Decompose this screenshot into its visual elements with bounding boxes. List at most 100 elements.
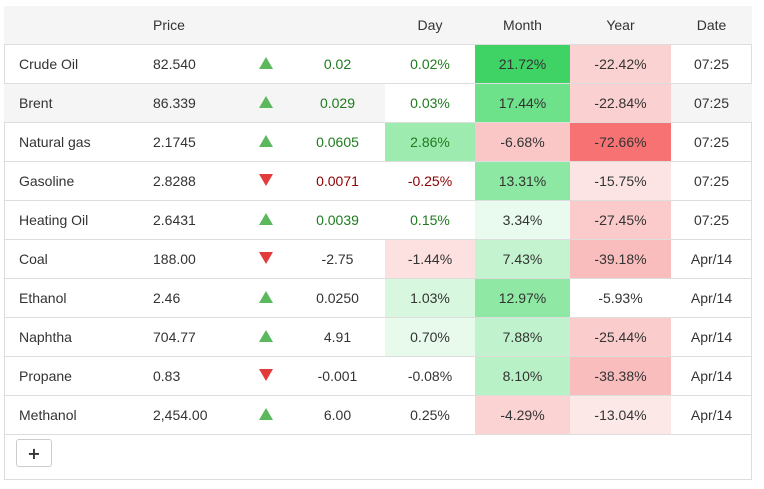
change-value: -0.001 — [290, 356, 385, 396]
table-row[interactable]: Methanol 2,454.00 6.00 0.25% -4.29% -13.04% Ap… — [4, 395, 752, 435]
month-change: 3.34% — [475, 200, 570, 240]
day-change: 1.03% — [385, 278, 475, 318]
day-change: 0.02% — [385, 44, 475, 84]
date-value: 07:25 — [671, 161, 752, 201]
table-row[interactable]: Coal 188.00 -2.75 -1.44% 7.43% -39.18% Apr/14 — [4, 239, 752, 279]
date-value: 07:25 — [671, 44, 752, 84]
price-value: 0.83 — [141, 356, 242, 396]
price-value: 2,454.00 — [141, 395, 242, 435]
commodities-table-panel: Price Day Month Year Date Crude Oil 82.54… — [4, 6, 752, 480]
commodity-name: Crude Oil — [4, 44, 141, 84]
year-change: -5.93% — [570, 278, 671, 318]
table-row[interactable]: Crude Oil 82.540 0.02 0.02% 21.72% -22.42% 07:… — [4, 44, 752, 84]
month-change: 13.31% — [475, 161, 570, 201]
arrow-up-icon — [259, 408, 273, 420]
year-change: -22.42% — [570, 44, 671, 84]
year-change: -72.66% — [570, 122, 671, 162]
commodity-name: Natural gas — [4, 122, 141, 162]
plus-icon: + — [27, 443, 41, 463]
arrow-down-icon — [259, 252, 273, 264]
commodity-name: Heating Oil — [4, 200, 141, 240]
price-value: 2.1745 — [141, 122, 242, 162]
arrow-down-icon — [242, 239, 290, 279]
price-value: 2.6431 — [141, 200, 242, 240]
table-header-row: Price Day Month Year Date — [4, 6, 752, 45]
month-change: 8.10% — [475, 356, 570, 396]
month-change: 7.43% — [475, 239, 570, 279]
year-change: -27.45% — [570, 200, 671, 240]
arrow-up-icon — [259, 213, 273, 225]
arrow-down-icon — [242, 161, 290, 201]
date-value: Apr/14 — [671, 395, 752, 435]
day-change: 2.86% — [385, 122, 475, 162]
change-value: 0.029 — [290, 83, 385, 123]
add-row-button[interactable]: + — [16, 439, 52, 467]
price-value: 82.540 — [141, 44, 242, 84]
table-row[interactable]: Brent 86.339 0.029 0.03% 17.44% -22.84% 07:25 — [4, 83, 752, 123]
table-row[interactable]: Naphtha 704.77 4.91 0.70% 7.88% -25.44% Apr/14 — [4, 317, 752, 357]
header-month[interactable]: Month — [475, 6, 570, 45]
arrow-up-icon — [259, 57, 273, 69]
arrow-up-icon — [242, 395, 290, 435]
arrow-up-icon — [242, 317, 290, 357]
arrow-up-icon — [259, 96, 273, 108]
month-change: -4.29% — [475, 395, 570, 435]
year-change: -39.18% — [570, 239, 671, 279]
day-change: 0.03% — [385, 83, 475, 123]
day-change: 0.15% — [385, 200, 475, 240]
arrow-down-icon — [259, 369, 273, 381]
commodity-name: Coal — [4, 239, 141, 279]
price-value: 86.339 — [141, 83, 242, 123]
date-value: Apr/14 — [671, 356, 752, 396]
month-change: 7.88% — [475, 317, 570, 357]
arrow-up-icon — [242, 44, 290, 84]
year-change: -15.75% — [570, 161, 671, 201]
change-value: 0.0071 — [290, 161, 385, 201]
commodity-name: Brent — [4, 83, 141, 123]
commodity-name: Propane — [4, 356, 141, 396]
price-value: 2.8288 — [141, 161, 242, 201]
price-value: 2.46 — [141, 278, 242, 318]
commodity-name: Gasoline — [4, 161, 141, 201]
date-value: Apr/14 — [671, 239, 752, 279]
year-change: -13.04% — [570, 395, 671, 435]
table-row[interactable]: Gasoline 2.8288 0.0071 -0.25% 13.31% -15.75% 0… — [4, 161, 752, 201]
change-value: 0.02 — [290, 44, 385, 84]
commodity-name: Methanol — [4, 395, 141, 435]
header-date[interactable]: Date — [671, 6, 752, 45]
arrow-down-icon — [259, 174, 273, 186]
day-change: -0.08% — [385, 356, 475, 396]
month-change: -6.68% — [475, 122, 570, 162]
table-row[interactable]: Ethanol 2.46 0.0250 1.03% 12.97% -5.93% Apr/14 — [4, 278, 752, 318]
arrow-up-icon — [242, 278, 290, 318]
header-day[interactable]: Day — [385, 6, 475, 45]
arrow-up-icon — [242, 200, 290, 240]
commodities-table: Price Day Month Year Date Crude Oil 82.54… — [4, 6, 752, 435]
month-change: 17.44% — [475, 83, 570, 123]
day-change: -1.44% — [385, 239, 475, 279]
change-value: 0.0039 — [290, 200, 385, 240]
header-name — [4, 6, 141, 45]
table-row[interactable]: Natural gas 2.1745 0.0605 2.86% -6.68% -72.66… — [4, 122, 752, 162]
arrow-up-icon — [242, 122, 290, 162]
arrow-down-icon — [242, 356, 290, 396]
commodity-name: Naphtha — [4, 317, 141, 357]
table-row[interactable]: Heating Oil 2.6431 0.0039 0.15% 3.34% -27.45%… — [4, 200, 752, 240]
change-value: 6.00 — [290, 395, 385, 435]
price-value: 704.77 — [141, 317, 242, 357]
date-value: Apr/14 — [671, 278, 752, 318]
header-price[interactable]: Price — [141, 6, 242, 45]
change-value: -2.75 — [290, 239, 385, 279]
year-change: -25.44% — [570, 317, 671, 357]
header-direction — [242, 6, 290, 45]
date-value: 07:25 — [671, 122, 752, 162]
arrow-up-icon — [259, 330, 273, 342]
change-value: 4.91 — [290, 317, 385, 357]
arrow-up-icon — [259, 135, 273, 147]
month-change: 12.97% — [475, 278, 570, 318]
arrow-up-icon — [259, 291, 273, 303]
change-value: 0.0605 — [290, 122, 385, 162]
header-year[interactable]: Year — [570, 6, 671, 45]
change-value: 0.0250 — [290, 278, 385, 318]
table-row[interactable]: Propane 0.83 -0.001 -0.08% 8.10% -38.38% Apr/1… — [4, 356, 752, 396]
